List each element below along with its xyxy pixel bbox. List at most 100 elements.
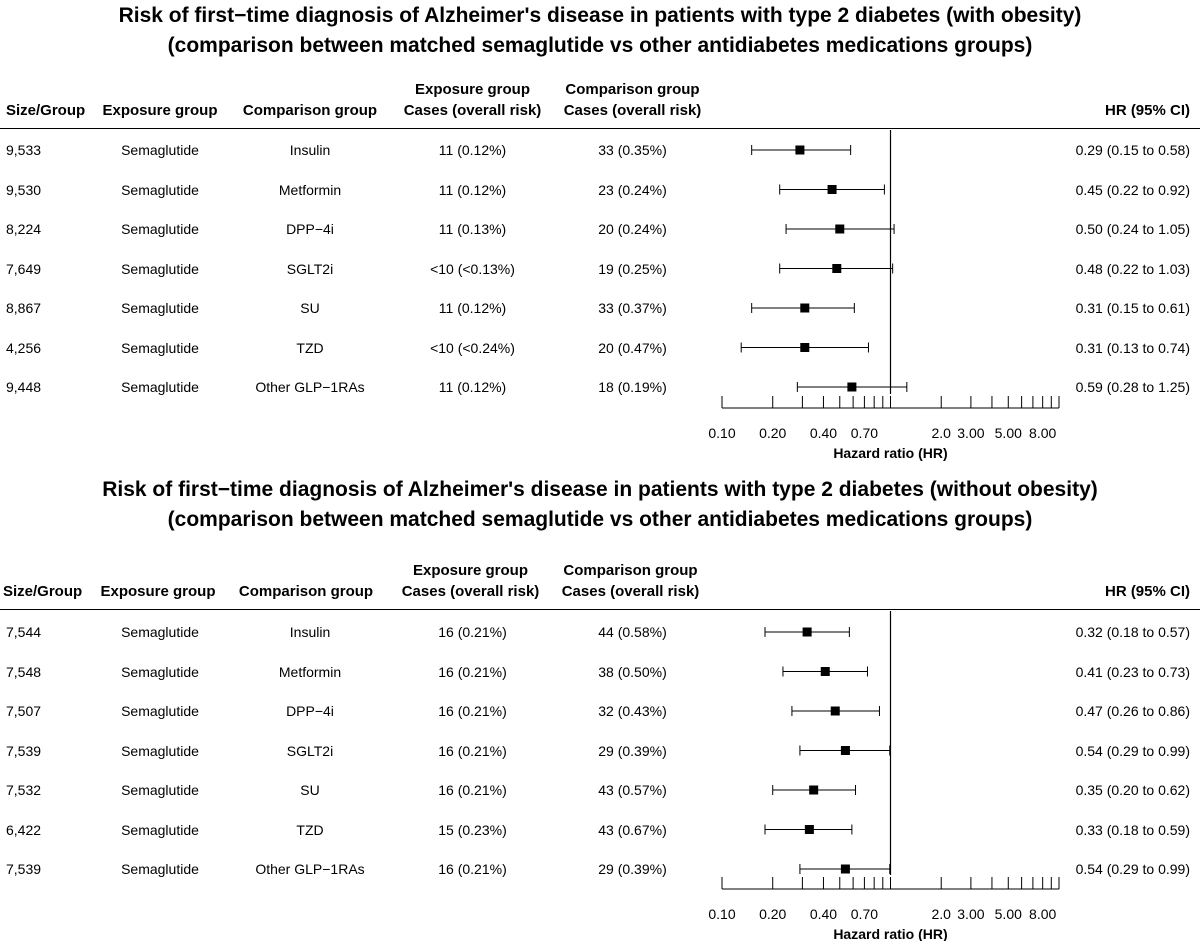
comparison-cell: Metformin — [278, 181, 342, 198]
exposure-cell: Semaglutide — [121, 782, 199, 798]
hr-ci-cell: 0.31 (0.13 to 0.74) — [1075, 339, 1190, 356]
hr-ci-cell: 0.29 (0.15 to 0.58) — [1075, 142, 1190, 158]
comparison-cases-cell: 18 (0.19%) — [598, 379, 667, 395]
size-cell: 7,532 — [6, 782, 42, 798]
header-size: Size/Group — [6, 102, 86, 119]
hr-point — [840, 746, 850, 755]
exposure-cases-cell: 11 (0.13%) — [438, 221, 507, 237]
x-tick-label: 5.00 — [995, 906, 1022, 922]
hr-point — [847, 382, 857, 392]
forest-plot: 0.10 0.20 0.40 0.70 2.0 3.00 5.00 8.00 Hazard ra… — [708, 611, 1060, 941]
x-axis-label: Hazard ratio (HR) — [833, 926, 947, 941]
exposure-cell: Semaglutide — [121, 181, 199, 198]
exposure-cases-cell: 11 (0.12%) — [438, 379, 507, 395]
header-comparison-cases-line1: Comparison group — [563, 562, 698, 579]
exposure-cell: Semaglutide — [121, 703, 199, 719]
exposure-cell: Semaglutide — [121, 221, 199, 237]
exposure-cell: Semaglutide — [121, 379, 199, 395]
forest-panel-2: Risk of first−time diagnosis of Alzheime… — [0, 474, 1200, 941]
exposure-cases-cell: 16 (0.21%) — [438, 861, 507, 877]
comparison-cell: SU — [300, 300, 320, 316]
comparison-cell: Other GLP−1RAs — [255, 861, 365, 877]
x-tick-label: 2.0 — [931, 425, 951, 441]
size-cell: 8,224 — [6, 221, 42, 237]
comparison-cases-cell: 33 (0.37%) — [598, 300, 667, 316]
header-comparison: Comparison group — [242, 102, 378, 119]
exposure-cases-cell: <10 (<0.24%) — [430, 339, 515, 356]
size-cell: 7,548 — [6, 663, 42, 680]
hr-point — [827, 185, 837, 194]
hr-ci-cell: 0.47 (0.26 to 0.86) — [1075, 703, 1190, 719]
header-hr: HR (95% CI) — [1104, 583, 1190, 600]
hr-point — [820, 667, 830, 676]
comparison-cell: DPP−4i — [286, 703, 334, 719]
panel-title-line2: (comparison between matched semaglutide … — [167, 34, 1033, 57]
header-size: Size/Group — [3, 583, 83, 600]
header-exposure: Exposure group — [102, 102, 218, 119]
header-comparison-cases-line2: Cases (overall risk) — [561, 583, 700, 600]
size-cell: 7,649 — [6, 260, 42, 277]
exposure-cell: Semaglutide — [121, 300, 199, 316]
comparison-cell: DPP−4i — [286, 221, 334, 237]
size-cell: 9,530 — [6, 181, 42, 198]
comparison-cell: Insulin — [289, 624, 331, 640]
x-tick-label: 3.00 — [957, 906, 984, 922]
hr-point — [809, 785, 819, 795]
panel-title-line2: (comparison between matched semaglutide … — [167, 508, 1033, 531]
exposure-cases-cell: 16 (0.21%) — [438, 703, 507, 719]
comparison-cases-cell: 32 (0.43%) — [598, 703, 667, 719]
comparison-cell: TZD — [296, 821, 324, 838]
size-cell: 7,539 — [6, 861, 42, 877]
comparison-cell: TZD — [296, 339, 324, 356]
exposure-cell: Semaglutide — [121, 861, 199, 877]
header-hr: HR (95% CI) — [1104, 102, 1190, 119]
comparison-cell: SU — [300, 782, 320, 798]
comparison-cell: Metformin — [278, 663, 342, 680]
exposure-cell: Semaglutide — [121, 142, 199, 158]
forest-panel-1: Risk of first−time diagnosis of Alzheime… — [0, 0, 1200, 470]
hr-point — [795, 145, 805, 155]
hr-point — [835, 224, 845, 234]
hr-ci-cell: 0.32 (0.18 to 0.57) — [1075, 624, 1190, 640]
hr-ci-cell: 0.54 (0.29 to 0.99) — [1075, 861, 1190, 877]
comparison-cases-cell: 43 (0.67%) — [598, 821, 667, 838]
comparison-cases-cell: 20 (0.47%) — [598, 339, 667, 356]
x-tick-label: 0.20 — [759, 425, 786, 441]
comparison-cell: SGLT2i — [286, 260, 334, 277]
hr-ci-cell: 0.48 (0.22 to 1.03) — [1075, 260, 1190, 277]
hr-point — [804, 825, 814, 834]
header-exposure: Exposure group — [100, 583, 216, 600]
comparison-cases-cell: 19 (0.25%) — [598, 260, 667, 277]
exposure-cell: Semaglutide — [121, 821, 199, 838]
exposure-cases-cell: 11 (0.12%) — [438, 181, 507, 198]
size-cell: 9,448 — [6, 379, 42, 395]
exposure-cases-cell: 16 (0.21%) — [438, 663, 507, 680]
size-cell: 4,256 — [6, 339, 42, 356]
forest-plot: 0.10 0.20 0.40 0.70 2.0 3.00 5.00 8.00 Hazard ra… — [708, 130, 1060, 461]
exposure-cell: Semaglutide — [121, 663, 199, 680]
hr-ci-cell: 0.35 (0.20 to 0.62) — [1075, 782, 1190, 798]
panel-title-line1: Risk of first−time diagnosis of Alzheime… — [118, 4, 1082, 27]
x-tick-label: 0.40 — [810, 425, 837, 441]
hr-ci-cell: 0.50 (0.24 to 1.05) — [1075, 221, 1190, 237]
hr-point — [800, 343, 810, 352]
x-tick-label: 8.00 — [1029, 425, 1056, 441]
size-cell: 7,507 — [6, 703, 42, 719]
hr-ci-cell: 0.31 (0.15 to 0.61) — [1075, 300, 1190, 316]
hr-ci-cell: 0.41 (0.23 to 0.73) — [1075, 663, 1190, 680]
comparison-cases-cell: 44 (0.58%) — [598, 624, 667, 640]
x-tick-label: 0.70 — [851, 425, 878, 441]
x-tick-label: 0.10 — [708, 425, 735, 441]
hr-ci-cell: 0.33 (0.18 to 0.59) — [1075, 821, 1190, 838]
x-tick-label: 2.0 — [931, 906, 951, 922]
size-cell: 7,539 — [6, 742, 42, 759]
size-cell: 9,533 — [6, 142, 42, 158]
comparison-cell: Insulin — [289, 142, 331, 158]
size-cell: 6,422 — [6, 821, 42, 838]
x-tick-label: 0.40 — [810, 906, 837, 922]
x-tick-label: 0.20 — [759, 906, 786, 922]
x-axis-label: Hazard ratio (HR) — [833, 445, 947, 461]
hr-point — [800, 303, 810, 313]
header-rule — [0, 128, 1200, 129]
hr-ci-cell: 0.59 (0.28 to 1.25) — [1075, 379, 1190, 395]
